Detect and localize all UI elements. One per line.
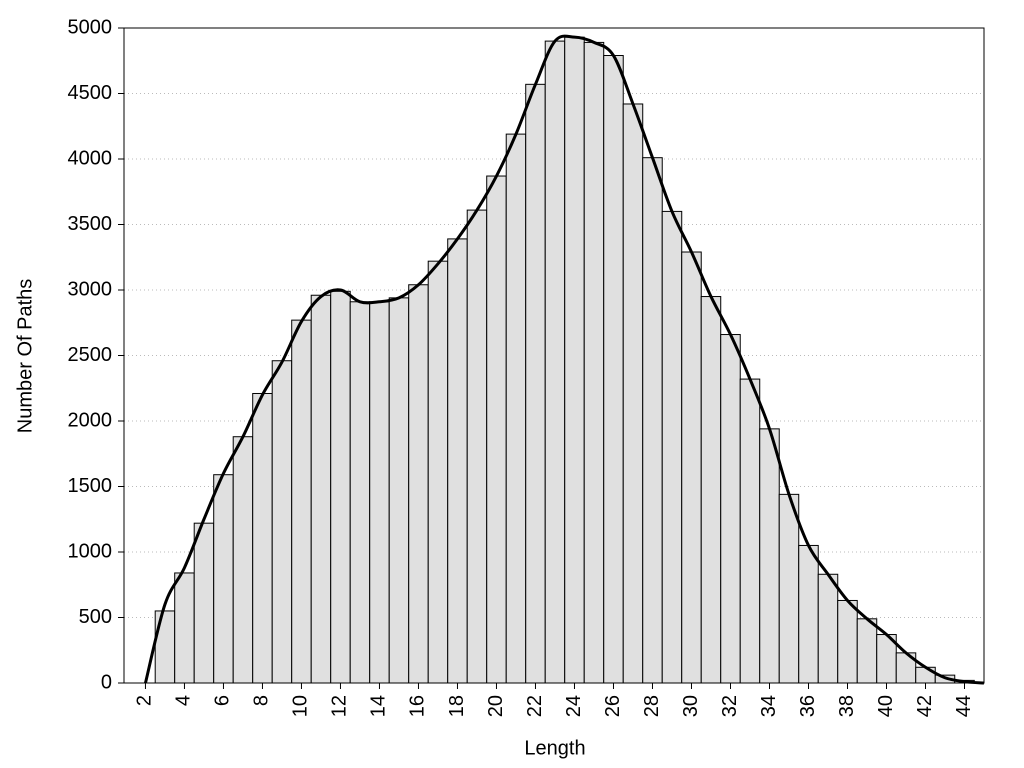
bar	[466, 209, 488, 684]
y-tick-label: 500	[79, 606, 112, 628]
x-tick-label: 28	[641, 695, 663, 717]
bar	[720, 334, 741, 684]
x-tick-label: 24	[563, 695, 585, 717]
bar	[271, 360, 293, 684]
bar	[291, 319, 312, 684]
bar	[174, 572, 195, 684]
bar	[544, 40, 566, 684]
x-tick-label: 4	[173, 695, 195, 706]
y-tick-label: 2000	[68, 409, 113, 431]
x-tick-label: 34	[758, 695, 780, 717]
x-tick-label: 6	[212, 695, 234, 706]
y-tick-label: 2500	[68, 344, 113, 366]
bar	[525, 83, 546, 684]
y-tick-label: 5000	[68, 16, 113, 38]
bar	[817, 573, 839, 684]
bar	[388, 297, 410, 684]
x-tick-label: 14	[368, 695, 390, 717]
x-tick-label: 42	[914, 695, 936, 717]
plot-frame	[123, 27, 985, 684]
bar	[252, 392, 273, 684]
bar	[486, 175, 507, 684]
y-tick-label: 4500	[68, 82, 113, 104]
bar	[193, 522, 215, 684]
y-tick-label: 3500	[68, 213, 113, 235]
bar	[778, 493, 800, 684]
bar	[213, 474, 234, 684]
y-tick-label: 4000	[68, 147, 113, 169]
bar	[154, 610, 176, 684]
x-tick-label: 12	[329, 695, 351, 717]
bar	[330, 290, 351, 684]
bar	[369, 301, 390, 684]
x-tick-label: 22	[524, 695, 546, 717]
x-tick-label: 36	[797, 695, 819, 717]
bar	[505, 133, 527, 684]
bar	[583, 41, 605, 684]
x-tick-label: 16	[407, 695, 429, 717]
bar	[349, 301, 371, 684]
x-axis-title: Length	[524, 737, 585, 759]
bar	[681, 251, 702, 684]
x-tick-label: 10	[290, 695, 312, 717]
x-tick-label: 20	[485, 695, 507, 717]
x-tick-label: 26	[602, 695, 624, 717]
y-tick-label: 1500	[68, 475, 113, 497]
y-tick-label: 1000	[68, 540, 113, 562]
x-tick-label: 38	[836, 695, 858, 717]
bar	[310, 294, 332, 684]
x-tick-label: 8	[251, 695, 273, 706]
bar	[856, 618, 878, 684]
bar	[642, 157, 663, 684]
bar	[739, 378, 761, 684]
bar	[798, 544, 819, 684]
bar	[915, 666, 936, 684]
bar	[622, 103, 644, 684]
bar	[232, 436, 254, 684]
bar	[759, 428, 780, 684]
x-tick-label: 44	[953, 695, 975, 717]
x-tick-label: 18	[446, 695, 468, 717]
bar	[447, 238, 468, 684]
bar	[661, 210, 683, 684]
bar	[408, 284, 429, 684]
y-tick-label: 3000	[68, 278, 113, 300]
x-tick-label: 30	[680, 695, 702, 717]
y-tick-label: 0	[101, 671, 112, 693]
x-tick-label: 2	[134, 695, 156, 706]
bar	[837, 599, 858, 684]
bar	[564, 36, 585, 684]
x-tick-label: 40	[875, 695, 897, 717]
density-line	[143, 34, 985, 685]
bar	[603, 55, 624, 684]
bar	[700, 296, 722, 684]
y-axis-title: Number Of Paths	[14, 279, 36, 434]
bar	[427, 260, 449, 684]
x-tick-label: 32	[719, 695, 741, 717]
